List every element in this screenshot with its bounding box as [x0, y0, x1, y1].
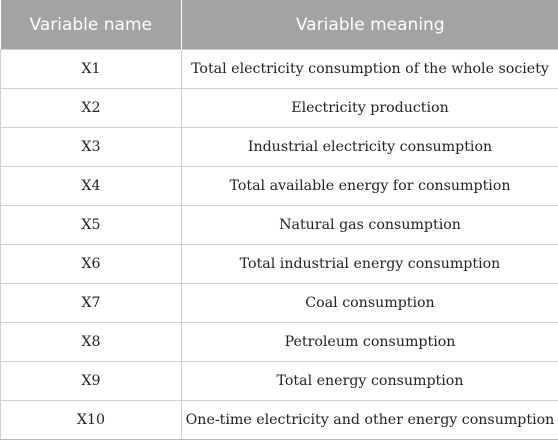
- variable-name-cell: X10: [1, 401, 182, 440]
- variable-meaning-cell: Natural gas consumption: [182, 206, 558, 245]
- variable-name-cell: X1: [1, 50, 182, 89]
- table-row: X5 Natural gas consumption: [1, 206, 558, 245]
- variable-meaning-cell: Total industrial energy consumption: [182, 245, 558, 284]
- variable-name-cell: X8: [1, 323, 182, 362]
- header-variable-name: Variable name: [1, 0, 182, 50]
- header-variable-meaning: Variable meaning: [182, 0, 558, 50]
- table-row: X3 Industrial electricity consumption: [1, 128, 558, 167]
- table-row: X10 One-time electricity and other energ…: [1, 401, 558, 440]
- variable-meaning-cell: One-time electricity and other energy co…: [182, 401, 558, 440]
- header-row: Variable name Variable meaning: [1, 0, 558, 50]
- variable-name-cell: X2: [1, 89, 182, 128]
- variable-name-cell: X3: [1, 128, 182, 167]
- variable-name-cell: X9: [1, 362, 182, 401]
- variable-name-cell: X6: [1, 245, 182, 284]
- variable-meaning-cell: Total electricity consumption of the who…: [182, 50, 558, 89]
- table-row: X4 Total available energy for consumptio…: [1, 167, 558, 206]
- table-row: X1 Total electricity consumption of the …: [1, 50, 558, 89]
- variable-meaning-cell: Industrial electricity consumption: [182, 128, 558, 167]
- table-row: X8 Petroleum consumption: [1, 323, 558, 362]
- variable-meaning-cell: Total available energy for consumption: [182, 167, 558, 206]
- variable-meaning-cell: Petroleum consumption: [182, 323, 558, 362]
- variable-meaning-cell: Electricity production: [182, 89, 558, 128]
- variable-meaning-cell: Coal consumption: [182, 284, 558, 323]
- table-row: X2 Electricity production: [1, 89, 558, 128]
- variable-name-cell: X7: [1, 284, 182, 323]
- table-row: X9 Total energy consumption: [1, 362, 558, 401]
- variable-name-cell: X5: [1, 206, 182, 245]
- table-row: X7 Coal consumption: [1, 284, 558, 323]
- table-row: X6 Total industrial energy consumption: [1, 245, 558, 284]
- variable-name-cell: X4: [1, 167, 182, 206]
- variable-meaning-cell: Total energy consumption: [182, 362, 558, 401]
